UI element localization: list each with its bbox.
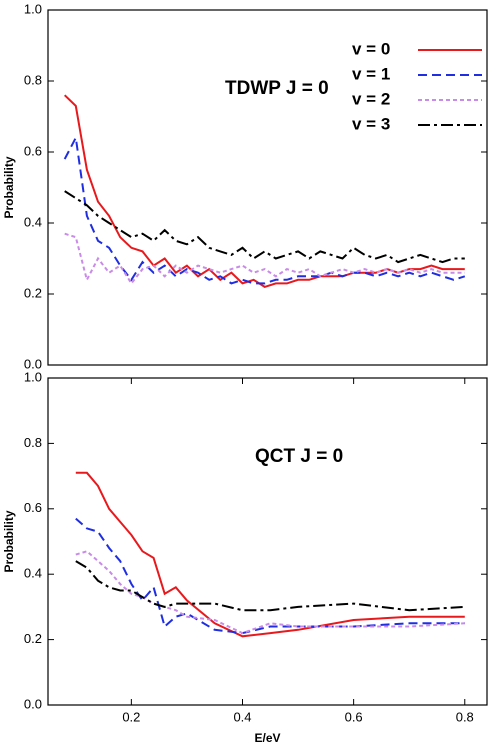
y-tick-label: 0.6 — [24, 143, 42, 158]
series-line — [64, 94, 465, 288]
y-tick-label: 0.6 — [24, 500, 42, 515]
plot-frame — [47, 9, 488, 366]
x-tick-label: 0.2 — [122, 709, 140, 724]
y-tick-label: 0.8 — [24, 72, 42, 87]
x-tick-label: 0.4 — [233, 709, 251, 724]
y-tick-label: 0.2 — [24, 285, 42, 300]
series-line — [63, 134, 466, 285]
legend-label: v = 3 — [352, 114, 390, 133]
series-line — [75, 560, 465, 612]
series-line — [64, 232, 465, 286]
x-tick-label: 0.6 — [345, 709, 363, 724]
y-axis-label: Probability — [2, 156, 16, 218]
y-tick-label: 0.2 — [24, 631, 42, 646]
legend-label: v = 0 — [352, 39, 390, 58]
legend-label: v = 2 — [352, 89, 390, 108]
series-line — [75, 517, 465, 635]
legend-label: v = 1 — [352, 64, 390, 83]
y-tick-label: 1.0 — [24, 369, 42, 384]
y-tick-label: 1.0 — [24, 1, 42, 16]
x-tick-label: 0.8 — [456, 709, 474, 724]
annotation: TDWP J = 0 — [225, 78, 329, 99]
series-line — [75, 550, 465, 635]
y-tick-label: 0.4 — [24, 214, 42, 229]
x-axis-label: E/eV — [254, 731, 280, 745]
y-tick-label: 0.4 — [24, 566, 42, 581]
plot-frame — [47, 377, 488, 706]
y-tick-label: 0.0 — [24, 696, 42, 711]
y-axis-label: Probability — [2, 510, 16, 572]
series-line — [75, 471, 465, 638]
y-tick-label: 0.0 — [24, 356, 42, 371]
y-tick-label: 0.8 — [24, 435, 42, 450]
annotation: QCT J = 0 — [255, 446, 343, 467]
series-line — [64, 190, 465, 264]
